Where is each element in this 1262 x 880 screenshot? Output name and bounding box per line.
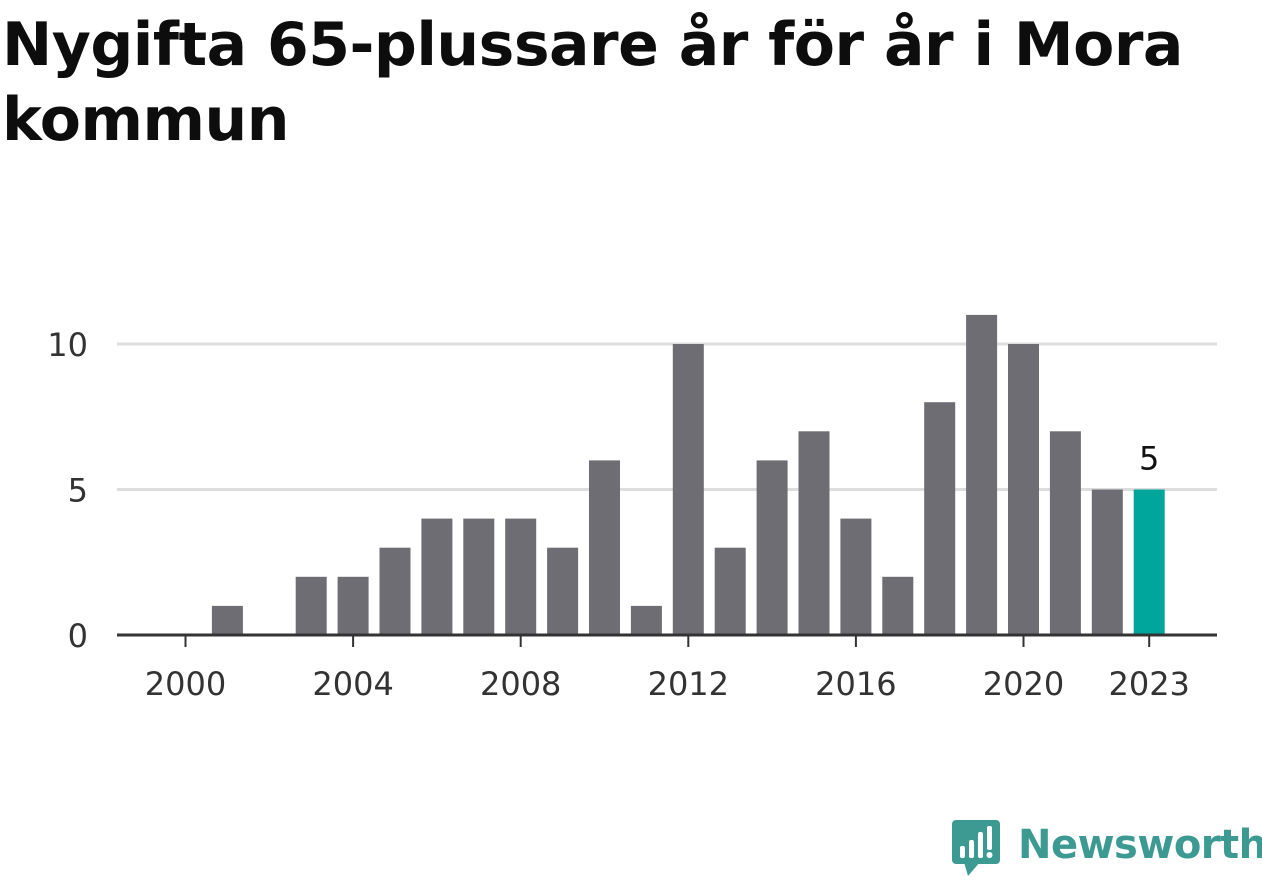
bar-2016	[840, 518, 872, 635]
brand-name: Newsworthy	[1018, 822, 1262, 868]
bar-2004	[337, 576, 369, 635]
x-tick-label-2004: 2004	[312, 665, 393, 703]
x-tick-label-2023: 2023	[1108, 665, 1189, 703]
bar-2023	[1133, 489, 1165, 635]
y-tick-label-5: 5	[68, 472, 88, 510]
bar-2020	[1008, 344, 1039, 635]
bar-2011	[630, 605, 662, 635]
bar-2021	[1049, 431, 1081, 635]
axes	[117, 633, 1217, 647]
bar-2015	[798, 431, 830, 635]
data-label-2023: 5	[1139, 440, 1159, 478]
bar-2010	[589, 460, 620, 635]
bar-2006	[421, 518, 453, 635]
bar-2018	[924, 402, 956, 635]
x-tick-label-2008: 2008	[480, 665, 561, 703]
bar-2022	[1091, 489, 1123, 635]
bar-2012	[672, 344, 704, 635]
bar-2007	[463, 518, 495, 635]
bar-2001	[211, 605, 243, 635]
bar-2017	[882, 576, 914, 635]
bar-2005	[379, 547, 411, 635]
x-tick-label-2012: 2012	[648, 665, 729, 703]
chart-title: Nygifta 65-plussare år för år i Mora kom…	[2, 10, 1183, 155]
bar-2014	[756, 460, 788, 635]
bar-2013	[714, 547, 746, 635]
bar-2003	[295, 576, 327, 635]
x-tick-label-2016: 2016	[815, 665, 896, 703]
y-tick-label-10: 10	[47, 326, 88, 364]
newsworthy-logo-icon	[952, 820, 1000, 876]
bars	[211, 314, 1165, 635]
x-tick-label-2020: 2020	[983, 665, 1064, 703]
bar-2019	[966, 314, 998, 635]
bar-2009	[547, 547, 579, 635]
labels: 0 5 10 2000 2004 2008 2012 2016 2020 2023 5	[47, 326, 1190, 703]
x-tick-label-2000: 2000	[145, 665, 226, 703]
bar-2008	[505, 518, 537, 635]
newsworthy-brand: Newsworthy	[950, 818, 1262, 880]
y-tick-label-0: 0	[68, 617, 88, 655]
